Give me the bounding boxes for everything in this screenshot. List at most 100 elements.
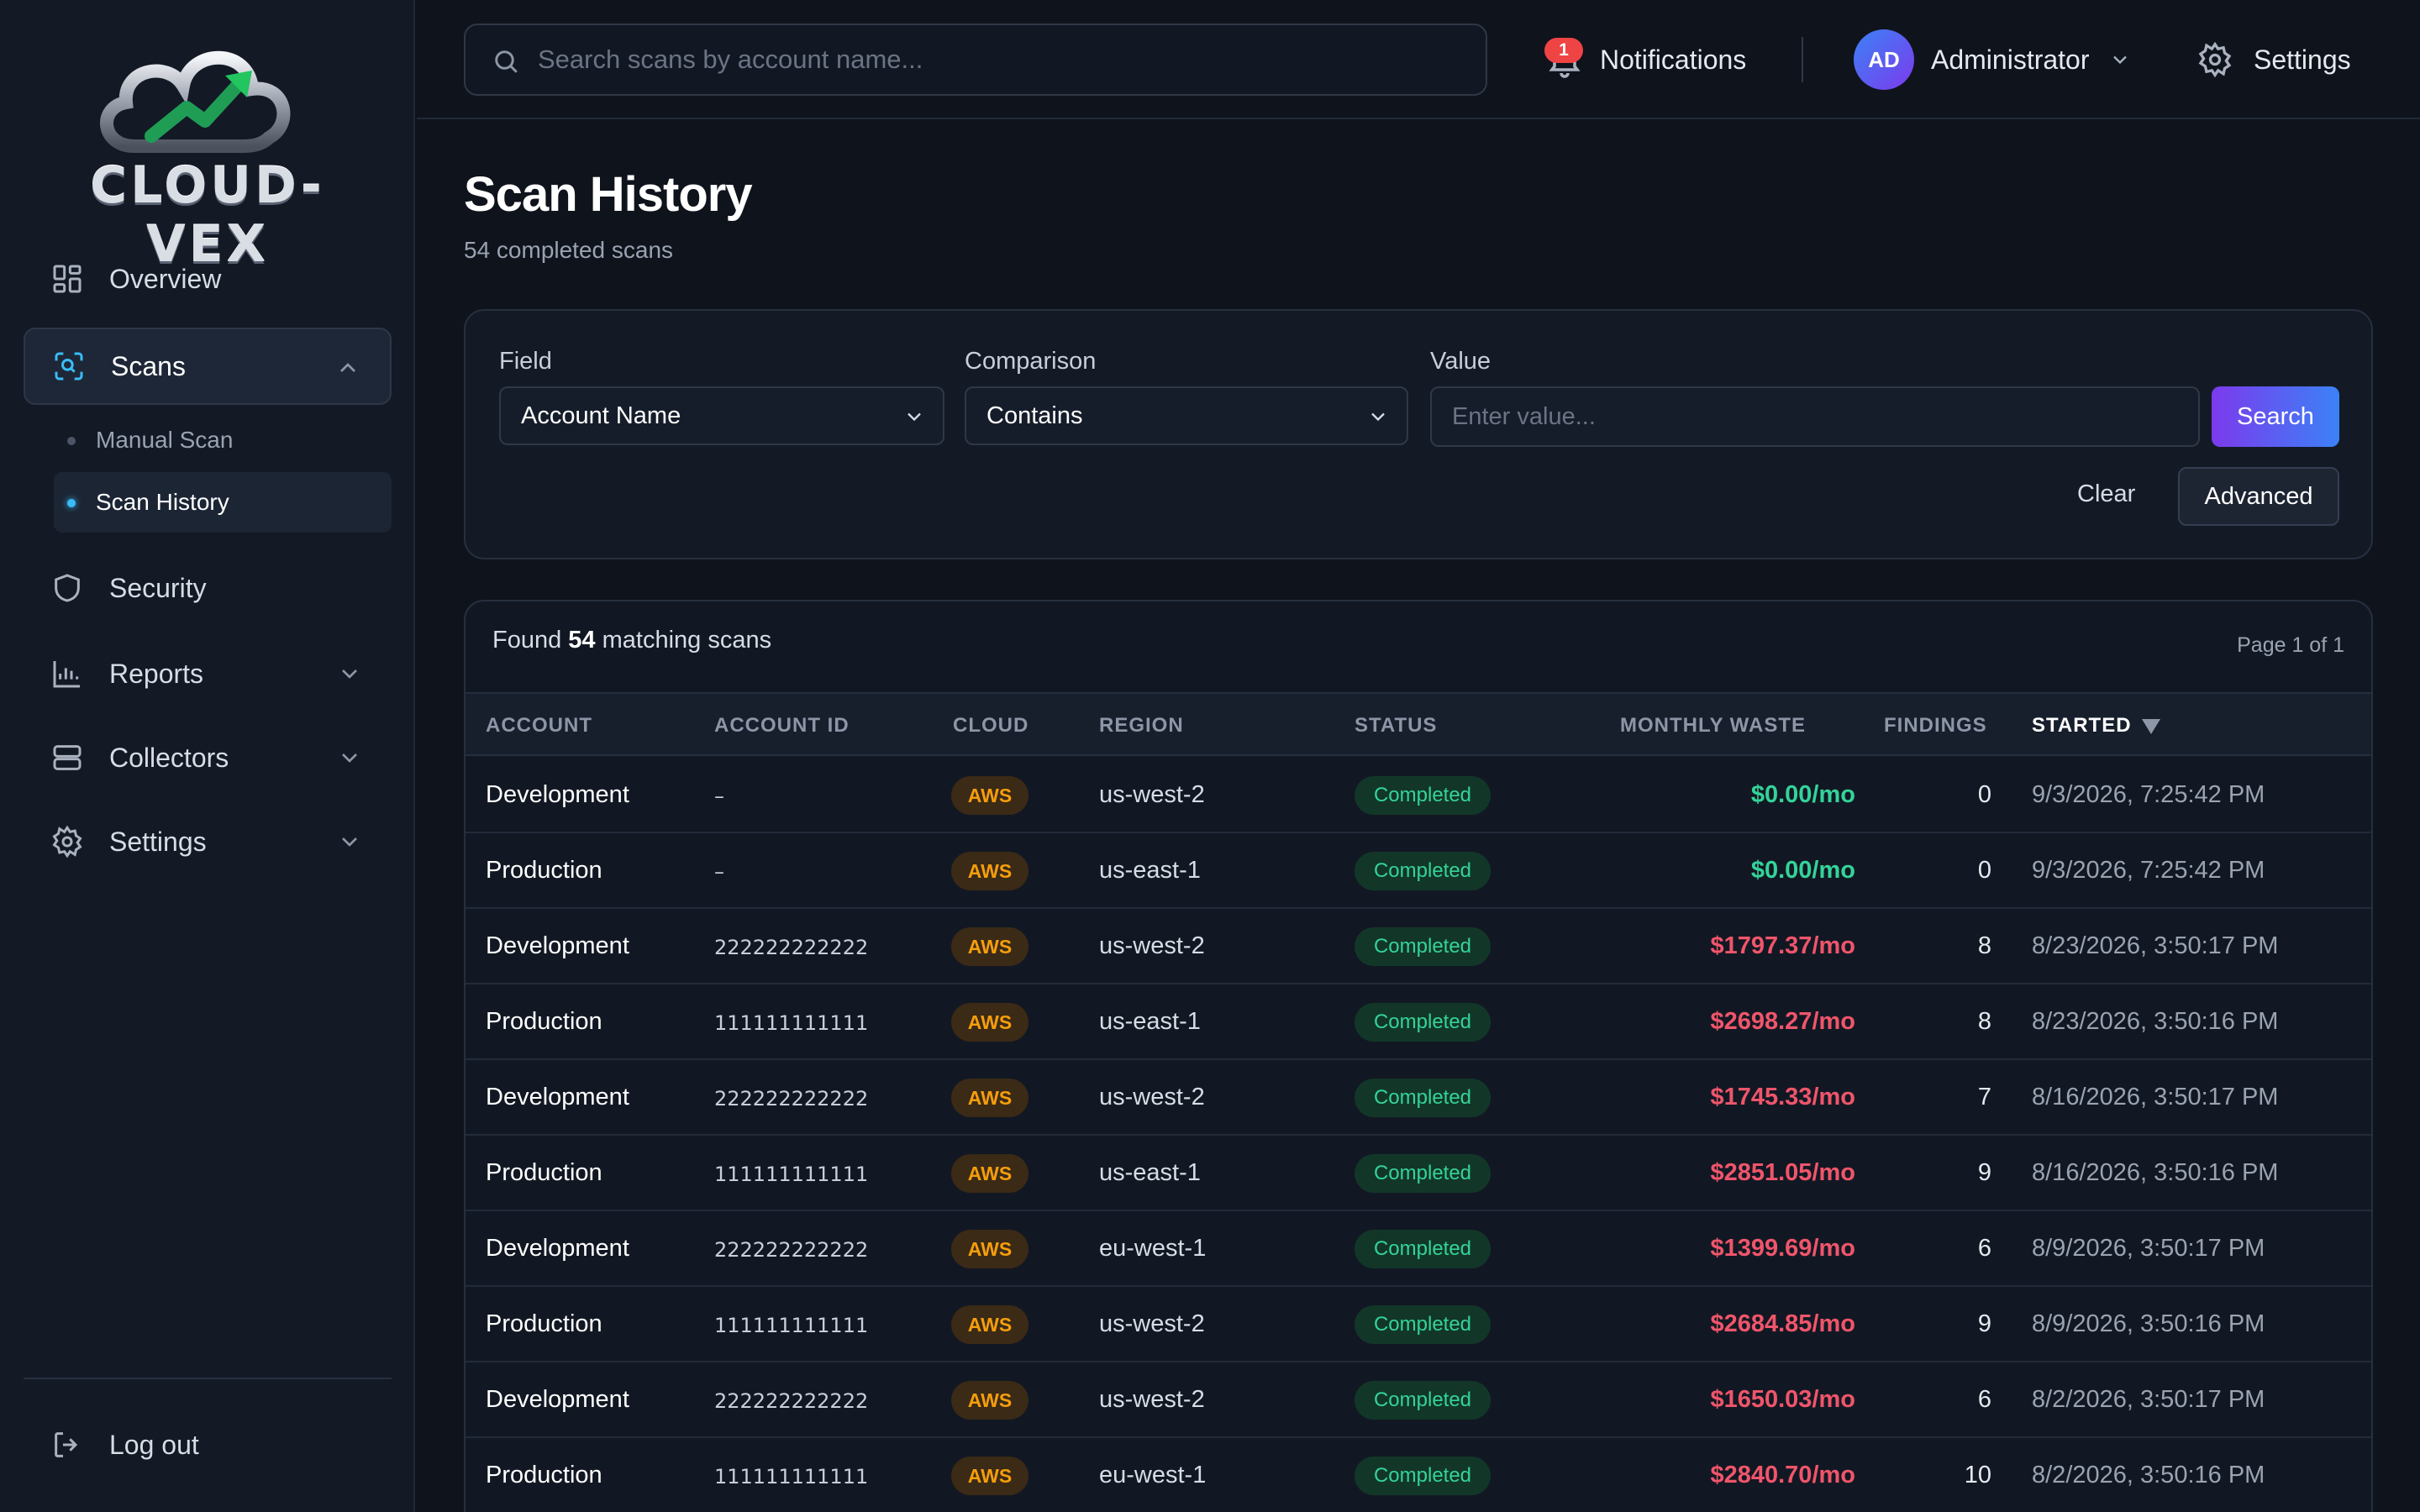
cell-region: eu-west-1 [1099, 1235, 1207, 1262]
column-header-region[interactable]: REGION [1099, 714, 1184, 737]
user-menu[interactable]: AD Administrator [1854, 29, 2132, 91]
cell-started: 8/16/2026, 3:50:16 PM [2032, 1159, 2279, 1186]
status-badge: Completed [1355, 927, 1491, 966]
topbar: 1 Notifications AD Administrator Setting… [417, 0, 2420, 119]
comparison-select-value: Contains [986, 402, 1083, 429]
table-row[interactable]: Development 222222222222 AWS eu-west-1 Compl… [466, 1211, 2371, 1287]
filter-panel: Field Account Name Comparison Contains V… [464, 309, 2373, 559]
table-header: ACCOUNT ACCOUNT ID CLOUD REGION STATUS M… [466, 692, 2371, 756]
chevron-down-icon [342, 669, 357, 679]
table-row[interactable]: Production – AWS us-east-1 Completed $0.00/mo… [466, 833, 2371, 909]
cell-started: 8/9/2026, 3:50:16 PM [2032, 1310, 2265, 1337]
status-badge: Completed [1355, 1305, 1491, 1344]
bar-chart-icon [49, 655, 86, 692]
clear-button[interactable]: Clear [2077, 480, 2136, 507]
status-badge: Completed [1355, 1230, 1491, 1268]
field-label: Field [499, 348, 552, 375]
column-header-cloud[interactable]: CLOUD [953, 714, 1029, 737]
sidebar-item-security[interactable]: Security [24, 549, 392, 627]
cell-region: us-west-2 [1099, 1386, 1205, 1413]
column-header-started[interactable]: STARTED [2032, 714, 2160, 738]
cell-account-id: 222222222222 [714, 936, 869, 959]
cell-account-id: 111111111111 [714, 1465, 869, 1488]
cell-account-id: 111111111111 [714, 1163, 869, 1186]
gear-icon [49, 823, 86, 860]
cell-monthly-waste: $0.00/mo [1750, 857, 1855, 884]
sidebar-divider [24, 1378, 392, 1379]
logout-button[interactable]: Log out [24, 1406, 392, 1483]
sidebar-item-overview[interactable]: Overview [24, 240, 392, 318]
bullet-dot [67, 499, 76, 507]
sidebar-subitem-scan-history[interactable]: Scan History [54, 472, 392, 533]
settings-label: Settings [2254, 44, 2351, 75]
sidebar-subitem-label: Scan History [96, 489, 229, 515]
sidebar-item-label: Scans [111, 350, 186, 381]
brand-logo[interactable]: CLOUD-VEX [42, 30, 373, 274]
sidebar-item-label: Security [109, 572, 207, 603]
table-row[interactable]: Development 222222222222 AWS us-west-2 Compl… [466, 1362, 2371, 1438]
cell-started: 9/3/2026, 7:25:42 PM [2032, 857, 2265, 884]
sidebar-subitem-label: Manual Scan [96, 427, 234, 453]
cell-account: Development [486, 1386, 629, 1413]
chevron-down-icon [342, 753, 357, 763]
topbar-divider [1802, 37, 1803, 82]
value-label: Value [1430, 348, 1491, 375]
field-select-value: Account Name [521, 402, 681, 429]
cell-monthly-waste: $0.00/mo [1750, 781, 1855, 808]
sidebar-subitem-manual-scan[interactable]: Manual Scan [54, 410, 392, 470]
cell-region: us-east-1 [1099, 1159, 1201, 1186]
sidebar-item-reports[interactable]: Reports [24, 635, 392, 712]
search-input[interactable] [538, 25, 1462, 94]
cell-account: Production [486, 857, 602, 884]
table-row[interactable]: Production 111111111111 AWS us-east-1 Comple… [466, 1136, 2371, 1211]
cell-monthly-waste: $1797.37/mo [1710, 932, 1855, 959]
cell-account: Development [486, 1084, 629, 1110]
notifications-button[interactable]: 1 Notifications [1544, 24, 1746, 96]
comparison-select[interactable]: Contains [965, 386, 1408, 445]
cell-account-id: 111111111111 [714, 1011, 869, 1035]
sidebar-item-scans[interactable]: Scans [24, 328, 392, 405]
table-row[interactable]: Development 222222222222 AWS us-west-2 Compl… [466, 909, 2371, 984]
search-button[interactable]: Search [2212, 386, 2339, 447]
column-header-account[interactable]: ACCOUNT [486, 714, 592, 737]
cell-monthly-waste: $2698.27/mo [1710, 1008, 1855, 1035]
column-header-status[interactable]: STATUS [1355, 714, 1438, 737]
server-icon [49, 739, 86, 776]
chevron-down-icon [342, 837, 357, 847]
sidebar-item-label: Collectors [109, 742, 229, 773]
advanced-button[interactable]: Advanced [2178, 467, 2339, 526]
bell-icon: 1 [1544, 38, 1585, 80]
status-badge: Completed [1355, 776, 1491, 815]
value-input[interactable] [1430, 386, 2200, 447]
sidebar-item-collectors[interactable]: Collectors [24, 719, 392, 796]
cloud-badge: AWS [951, 1230, 1028, 1268]
page-subtitle: 54 completed scans [464, 237, 674, 263]
field-select[interactable]: Account Name [499, 386, 944, 445]
table-row[interactable]: Development 222222222222 AWS us-west-2 Compl… [466, 1060, 2371, 1136]
cloud-badge: AWS [951, 776, 1028, 815]
table-row[interactable]: Development – AWS us-west-2 Completed $0.00/m… [466, 758, 2371, 833]
gear-icon [2198, 41, 2232, 78]
status-badge: Completed [1355, 1381, 1491, 1420]
settings-button[interactable]: Settings [2196, 29, 2351, 91]
cell-account: Production [486, 1008, 602, 1035]
column-header-account-id[interactable]: ACCOUNT ID [714, 714, 850, 737]
column-header-findings[interactable]: FINDINGS [1884, 714, 1987, 737]
cloud-badge: AWS [951, 1154, 1028, 1193]
cell-account: Development [486, 781, 629, 808]
cell-region: us-west-2 [1099, 1310, 1205, 1337]
cell-region: us-east-1 [1099, 1008, 1201, 1035]
cloud-badge: AWS [951, 852, 1028, 890]
column-header-monthly-waste[interactable]: MONTHLY WASTE [1620, 714, 1807, 737]
status-badge: Completed [1355, 1079, 1491, 1117]
sidebar-item-settings[interactable]: Settings [24, 803, 392, 880]
cloud-badge: AWS [951, 1079, 1028, 1117]
table-row[interactable]: Production 111111111111 AWS us-east-1 Comple… [466, 984, 2371, 1060]
found-suffix: matching scans [602, 627, 772, 654]
cell-account-id: 222222222222 [714, 1389, 869, 1413]
table-row[interactable]: Production 111111111111 AWS eu-west-1 Comple… [466, 1438, 2371, 1512]
cell-started: 8/23/2026, 3:50:17 PM [2032, 932, 2279, 959]
status-badge: Completed [1355, 1154, 1491, 1193]
table-row[interactable]: Production 111111111111 AWS us-west-2 Comple… [466, 1287, 2371, 1362]
cell-region: us-east-1 [1099, 857, 1201, 884]
